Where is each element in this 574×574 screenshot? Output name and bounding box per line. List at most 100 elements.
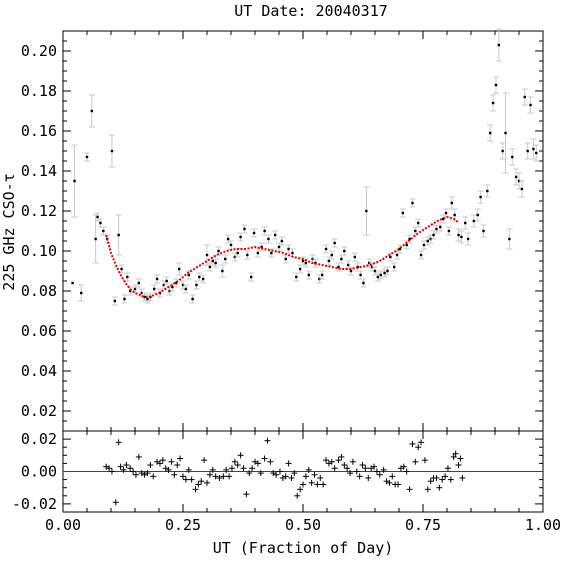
data-point bbox=[298, 267, 302, 271]
data-point bbox=[260, 245, 263, 249]
residual-point bbox=[365, 474, 372, 481]
data-point bbox=[102, 229, 105, 233]
data-point bbox=[479, 195, 482, 199]
data-point bbox=[177, 267, 181, 271]
residual-point bbox=[115, 439, 122, 446]
residual-point bbox=[257, 470, 264, 477]
residual-point bbox=[195, 481, 202, 488]
data-point bbox=[365, 209, 368, 213]
data-point bbox=[270, 251, 273, 255]
y-tick-label: 0.18 bbox=[21, 82, 57, 100]
residual-point bbox=[433, 474, 440, 481]
data-point bbox=[120, 267, 123, 271]
data-point bbox=[529, 103, 532, 107]
data-point bbox=[96, 215, 99, 219]
residual-point bbox=[373, 468, 380, 475]
y-tick-label: 0.06 bbox=[21, 322, 57, 340]
data-point bbox=[146, 297, 149, 301]
residual-point bbox=[320, 481, 327, 488]
residual-point bbox=[264, 437, 271, 444]
data-point bbox=[494, 83, 498, 87]
residual-point bbox=[135, 453, 142, 460]
residual-point bbox=[323, 457, 330, 464]
residual-point bbox=[185, 466, 192, 473]
residual-point bbox=[282, 473, 289, 480]
residual-point bbox=[201, 457, 208, 464]
residual-point bbox=[243, 491, 250, 498]
data-point bbox=[346, 263, 350, 267]
residual-point bbox=[249, 465, 256, 472]
residual-point bbox=[276, 468, 283, 475]
residual-point bbox=[165, 466, 172, 473]
x-tick-label: 0.50 bbox=[285, 516, 321, 534]
data-point bbox=[80, 291, 83, 295]
data-point bbox=[214, 261, 217, 265]
data-point bbox=[321, 273, 324, 277]
x-tick-label: 0.00 bbox=[45, 516, 81, 534]
data-point bbox=[284, 257, 287, 261]
data-point bbox=[398, 247, 402, 251]
data-point bbox=[464, 221, 467, 225]
residual-point bbox=[288, 474, 295, 481]
residual-point bbox=[353, 468, 360, 475]
data-point bbox=[482, 229, 485, 233]
data-point bbox=[113, 299, 117, 303]
data-point bbox=[450, 201, 453, 205]
residual-point bbox=[389, 473, 396, 480]
data-point bbox=[457, 233, 460, 237]
data-point bbox=[252, 231, 256, 235]
data-point bbox=[153, 287, 156, 291]
residual-point bbox=[159, 457, 166, 464]
data-point bbox=[401, 211, 405, 215]
y-tick-label: 0.00 bbox=[21, 463, 57, 481]
residual-point bbox=[359, 462, 366, 469]
data-point bbox=[441, 217, 445, 221]
residual-point bbox=[147, 462, 154, 469]
residual-point bbox=[450, 453, 457, 460]
y-tick-label: 0.10 bbox=[21, 242, 57, 260]
residual-point bbox=[376, 471, 383, 478]
residual-point bbox=[171, 471, 178, 478]
residual-point bbox=[237, 452, 244, 459]
data-point bbox=[497, 43, 501, 47]
chart-title: UT Date: 20040317 bbox=[234, 2, 388, 20]
residual-point bbox=[144, 470, 151, 477]
data-point bbox=[340, 257, 343, 261]
x-tick-label: 0.25 bbox=[165, 516, 201, 534]
residual-point bbox=[168, 458, 175, 465]
residual-point bbox=[452, 450, 459, 457]
residual-panel: 0.00 0.25 0.50 0.75 1.00 -0.02 0.00 0.02 bbox=[12, 430, 561, 534]
data-point bbox=[535, 151, 538, 155]
data-point bbox=[129, 289, 132, 293]
residual-point bbox=[206, 471, 213, 478]
data-point bbox=[386, 269, 389, 273]
data-point bbox=[208, 265, 212, 269]
data-point bbox=[405, 243, 408, 247]
data-point bbox=[273, 233, 277, 237]
residual-point bbox=[447, 476, 454, 483]
residual-point bbox=[220, 473, 227, 480]
data-point bbox=[99, 221, 102, 225]
residual-point bbox=[455, 462, 462, 469]
residual-point bbox=[362, 465, 369, 472]
residual-point bbox=[254, 460, 261, 467]
residual-point bbox=[418, 439, 425, 446]
residual-point bbox=[444, 465, 451, 472]
data-point bbox=[520, 187, 524, 191]
data-point bbox=[393, 265, 396, 269]
data-point bbox=[435, 227, 438, 231]
data-point bbox=[333, 241, 336, 245]
data-point bbox=[155, 277, 159, 281]
data-point bbox=[532, 147, 535, 151]
data-point bbox=[304, 261, 308, 265]
data-point bbox=[501, 149, 504, 153]
data-point bbox=[90, 109, 93, 113]
data-point bbox=[280, 239, 284, 243]
data-point bbox=[444, 211, 448, 215]
data-point bbox=[226, 237, 230, 241]
upper-frame bbox=[62, 30, 544, 432]
residual-point bbox=[439, 476, 446, 483]
data-point bbox=[414, 229, 417, 233]
data-point bbox=[383, 271, 386, 275]
